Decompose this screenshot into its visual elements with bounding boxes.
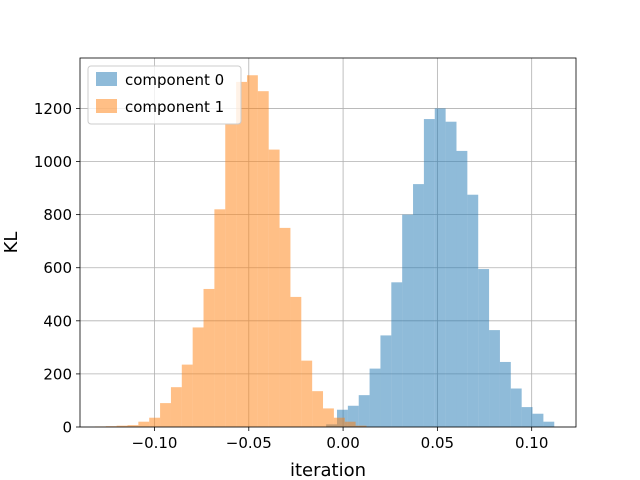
x-axis-ticks: −0.10 −0.05 0.00 0.05 0.10 <box>132 427 548 452</box>
histogram-bar <box>369 368 381 427</box>
histogram-bar <box>510 388 522 427</box>
histogram-bar <box>358 395 370 427</box>
legend-swatch-component-1 <box>96 99 117 113</box>
histogram-bar <box>456 150 468 427</box>
histogram-bar <box>489 330 500 427</box>
histogram-bar <box>478 269 490 427</box>
x-tick-label: 0.10 <box>515 434 548 452</box>
histogram-bar <box>246 75 258 427</box>
x-tick-label: 0.05 <box>421 434 454 452</box>
x-tick-label: −0.05 <box>226 434 272 452</box>
histogram-bar <box>532 413 544 427</box>
histogram-bar <box>312 391 324 427</box>
y-tick-label: 800 <box>43 206 72 224</box>
legend: component 0 component 1 <box>87 65 242 125</box>
y-axis-label: KL <box>1 232 22 254</box>
histogram-bar <box>170 387 182 427</box>
histogram-bar <box>402 214 414 427</box>
histogram-bar <box>355 425 367 427</box>
series-1-bars <box>94 75 367 427</box>
histogram-bar <box>499 361 511 427</box>
y-tick-label: 1200 <box>34 100 72 118</box>
histogram-bar <box>279 227 291 427</box>
histogram-bar <box>543 421 555 427</box>
histogram-bar <box>290 296 302 427</box>
histogram-bar <box>149 417 161 427</box>
legend-swatch-component-0 <box>96 72 117 86</box>
histogram-bar <box>323 408 334 427</box>
legend-label-component-0: component 0 <box>125 71 224 89</box>
histogram-bar <box>225 124 237 427</box>
legend-label-component-1: component 1 <box>125 98 224 116</box>
histogram-bar <box>257 91 269 427</box>
histogram-bars <box>94 75 555 428</box>
histogram-bar <box>391 282 403 427</box>
histogram-bar <box>236 81 247 427</box>
histogram-bar <box>344 421 356 427</box>
histogram-bar <box>268 149 280 427</box>
y-tick-label: 200 <box>43 365 72 383</box>
y-tick-label: 600 <box>43 259 72 277</box>
histogram-bar <box>333 417 345 427</box>
histogram-bar <box>127 425 139 427</box>
histogram-bar <box>423 119 435 427</box>
histogram-bar <box>521 407 533 427</box>
histogram-bar <box>434 108 446 428</box>
x-tick-label: −0.10 <box>132 434 178 452</box>
x-tick-label: 0.00 <box>326 434 359 452</box>
histogram-bar <box>445 121 457 428</box>
x-axis-label: iteration <box>290 460 366 480</box>
histogram-bar <box>203 288 215 427</box>
legend-box <box>87 65 242 125</box>
histogram-bar <box>413 184 424 427</box>
series-0-bars <box>326 108 555 428</box>
histogram-bar <box>160 403 171 427</box>
histogram-bar <box>138 421 150 427</box>
histogram-bar <box>214 209 226 427</box>
histogram-bar <box>116 425 128 427</box>
plot-frame <box>79 57 577 428</box>
histogram-bar <box>347 405 359 427</box>
y-axis-ticks: 0 200 400 600 800 1000 1200 <box>34 100 80 437</box>
y-tick-label: 400 <box>43 312 72 330</box>
y-tick-label: 0 <box>62 419 72 437</box>
histogram-bar <box>301 360 313 427</box>
histogram-bar <box>192 327 204 427</box>
histogram-bar <box>380 335 392 427</box>
y-tick-label: 1000 <box>34 153 72 171</box>
histogram-bar <box>181 364 193 427</box>
histogram-bar <box>467 194 479 427</box>
